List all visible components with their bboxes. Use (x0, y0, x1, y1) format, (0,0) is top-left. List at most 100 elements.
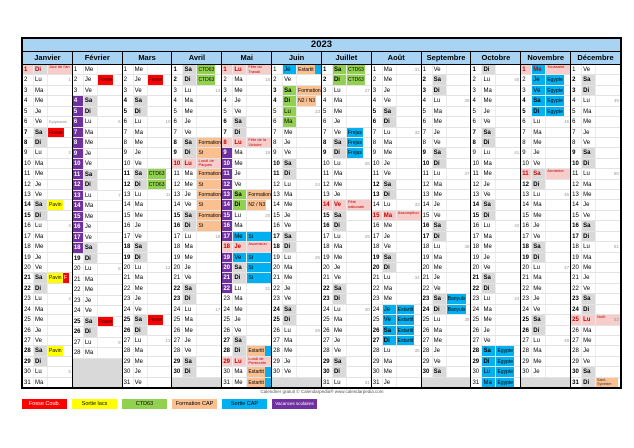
day-number: 26 (123, 325, 134, 335)
day-abbrev: Di (332, 294, 347, 304)
day-event-area (98, 306, 122, 315)
day-abbrev: Di (34, 210, 48, 221)
month-header: Octobre (471, 52, 521, 65)
footer-url[interactable]: www.calendarpedia.com (334, 389, 384, 394)
day-event-area: 51 (596, 242, 620, 251)
day-row: 20 Ve (23, 263, 72, 274)
day-abbrev: Je (482, 106, 497, 117)
day-row: 8 Me (521, 137, 571, 149)
day-event-area: Fête de la Victoire (247, 138, 271, 147)
day-event-area (197, 367, 221, 376)
day-abbrev: Lu (283, 179, 298, 190)
day-abbrev: Je (283, 137, 298, 148)
day-row: 12 Me (321, 179, 371, 191)
day-number: 14 (272, 200, 284, 210)
day-row: 16 Sa (421, 221, 471, 232)
day-abbrev: Lu (183, 85, 198, 96)
day-number: 27 (23, 335, 34, 346)
day-abbrev: Me (532, 283, 547, 294)
day-abbrev: Di (332, 221, 347, 231)
day-row: 28 Ma (122, 346, 172, 357)
day-number: 19 (73, 253, 84, 264)
day-abbrev: Je (582, 346, 597, 356)
day-row: 22 Ve (421, 283, 471, 295)
day-row: 11 Je (222, 169, 272, 180)
day-row: 13 Me (421, 190, 471, 201)
day-abbrev: Je (333, 190, 347, 200)
day-abbrev: Me (532, 137, 547, 148)
day-number: 11 (521, 169, 533, 179)
day-number: 8 (571, 137, 583, 148)
day-row: 23 Ma (222, 294, 272, 305)
day-abbrev: Ma (283, 335, 298, 346)
day-event-area (347, 169, 371, 178)
day-number: 28 (471, 346, 483, 356)
day-event-area: CTD63 (346, 65, 371, 75)
day-abbrev: Di (34, 356, 48, 367)
day-row: 23 Di (172, 294, 222, 305)
day-row: 16 Ve (272, 221, 321, 232)
week-number: 27 (364, 87, 370, 93)
day-row: 2 Ma 18 (222, 75, 272, 86)
day-number: 28 (322, 346, 333, 356)
day-abbrev: Ve (482, 335, 497, 346)
day-number: 12 (471, 179, 483, 190)
day-event-area (48, 169, 72, 178)
day-event-area (546, 232, 570, 241)
day-event-area: St Mandrier (197, 179, 222, 190)
day-number: 16 (422, 221, 433, 231)
day-event-area (297, 117, 321, 126)
day-abbrev: Ma (233, 367, 248, 377)
day-event-area (48, 107, 72, 116)
day-event-area (596, 284, 620, 293)
day-row: 19 Je (23, 252, 72, 264)
week-number: 11 (165, 192, 171, 198)
day-row: 27 Je (172, 335, 222, 347)
week-number: 43 (514, 296, 520, 302)
day-row: 20 Je (172, 263, 222, 274)
holiday-label: Lundi de Pâques (198, 158, 214, 168)
day-abbrev: Ve (134, 377, 148, 388)
day-number: 15 (322, 210, 333, 221)
day-abbrev: Ve (283, 294, 298, 304)
event-label: Pavin (48, 200, 63, 210)
day-number: 17 (571, 231, 583, 242)
day-row: 24 Di Banyuls (421, 304, 471, 316)
day-number: 24 (571, 304, 583, 315)
legend-item: Sortie CAP (222, 399, 267, 409)
day-event-area (397, 86, 421, 95)
day-number: 27 (222, 335, 234, 346)
day-number: 7 (422, 127, 433, 137)
day-number: 22 (23, 283, 34, 294)
day-event-area (596, 263, 620, 272)
day-row: 16 Lu 42 (471, 221, 521, 232)
day-event-area (447, 273, 471, 282)
day-abbrev: Sa (582, 367, 597, 377)
day-abbrev: Me (283, 273, 298, 283)
day-event-area (98, 285, 122, 294)
day-row: 19 Me (321, 252, 371, 264)
day-abbrev: Me (183, 179, 198, 190)
day-event-area (546, 128, 570, 137)
day-number: 28 (521, 346, 533, 356)
day-number: 5 (123, 106, 134, 117)
day-number: 24 (322, 304, 333, 315)
event-label: Formation (297, 85, 321, 96)
day-abbrev: Di (582, 85, 597, 96)
week-number: 34 (414, 275, 420, 281)
day-number: 26 (372, 325, 383, 335)
day-event-area (397, 378, 421, 387)
day-abbrev: Lu (283, 106, 298, 117)
day-abbrev: Di (382, 335, 397, 346)
day-abbrev: Lu (34, 148, 48, 158)
day-number: 1 (172, 65, 184, 75)
day-abbrev: Ve (433, 65, 447, 75)
day-event-area: Egypte (546, 96, 570, 106)
day-event-area (98, 149, 122, 158)
day-number: 18 (372, 242, 383, 252)
day-row: 13 Je (321, 190, 371, 201)
day-event-area (297, 221, 321, 230)
months-grid: Janvier 1 Di Jour de l'an 2 Lu 1 3 Ma 4 Me 5 Je 6 Ve Ep… (23, 52, 620, 388)
month-header: Septembre (421, 52, 471, 65)
day-number: 9 (222, 148, 234, 158)
